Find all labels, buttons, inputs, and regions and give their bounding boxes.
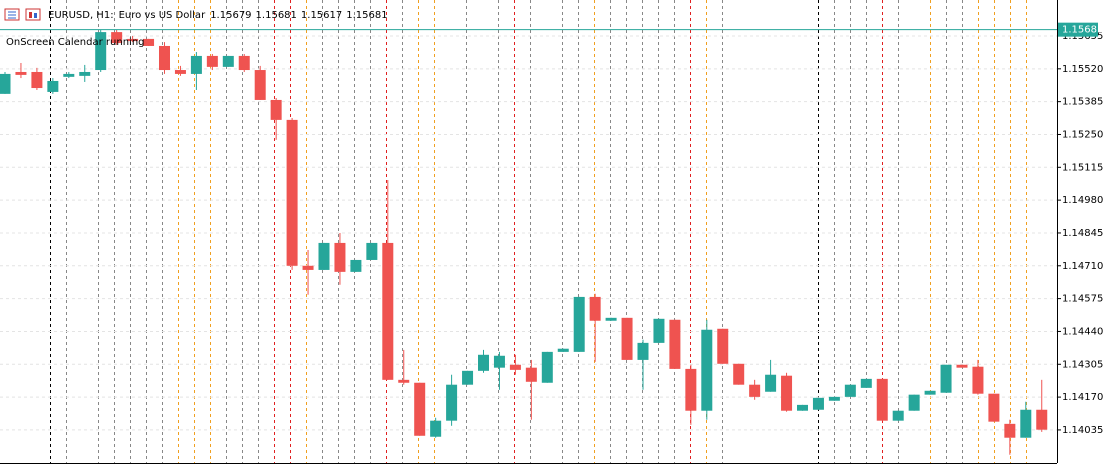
candle-body bbox=[446, 384, 458, 421]
candle-body bbox=[1020, 409, 1032, 438]
candle-body bbox=[557, 348, 569, 352]
candle-body bbox=[844, 384, 856, 397]
candles bbox=[0, 29, 1048, 455]
header-low: 1.15617 bbox=[301, 10, 342, 21]
candle-body bbox=[430, 420, 442, 437]
last-price-box bbox=[1058, 22, 1098, 37]
candle-body bbox=[493, 355, 505, 368]
candle-body bbox=[270, 99, 282, 120]
candle-body bbox=[174, 70, 186, 74]
candle-body bbox=[988, 393, 1000, 422]
icon-stroke bbox=[34, 13, 37, 18]
candle-body bbox=[509, 364, 521, 370]
header: EURUSD, H1: Euro vs US Dollar 1.15679 1.156… bbox=[48, 10, 388, 21]
header-open: 1.15679 bbox=[210, 10, 251, 21]
candle-body bbox=[940, 364, 952, 393]
candle-body bbox=[222, 55, 234, 67]
price-axis: 1.156551.155201.153851.152501.151151.149… bbox=[0, 22, 1103, 436]
candle-body bbox=[0, 73, 11, 94]
candle-body bbox=[541, 351, 553, 383]
candle-body bbox=[860, 378, 872, 388]
candle-body bbox=[1004, 423, 1016, 438]
candle-body bbox=[876, 378, 888, 421]
candle-body bbox=[701, 329, 713, 411]
candle-body bbox=[908, 394, 920, 411]
candle-body bbox=[143, 38, 155, 46]
candle-body bbox=[111, 32, 123, 44]
candle-body bbox=[190, 55, 202, 74]
icon-stroke bbox=[29, 12, 32, 18]
candle-body bbox=[781, 375, 793, 411]
y-tick-label: 1.14035 bbox=[1062, 425, 1103, 436]
candle-body bbox=[924, 390, 936, 395]
candle-body bbox=[765, 374, 777, 392]
candle-body bbox=[79, 71, 91, 76]
y-tick-label: 1.14170 bbox=[1062, 392, 1103, 403]
candle-body bbox=[972, 366, 984, 394]
candle-body bbox=[302, 265, 314, 270]
candle-body bbox=[31, 71, 43, 89]
y-tick-label: 1.14710 bbox=[1062, 261, 1103, 272]
candle-body bbox=[254, 70, 266, 100]
candle-body bbox=[573, 296, 585, 352]
candle-body bbox=[717, 328, 729, 364]
candle-body bbox=[15, 71, 27, 75]
candle-body bbox=[749, 384, 761, 397]
icon-chart bbox=[25, 8, 41, 21]
candle-body bbox=[525, 367, 537, 382]
candle-body bbox=[653, 318, 665, 343]
description: Euro vs US Dollar bbox=[119, 10, 207, 21]
y-tick-label: 1.14845 bbox=[1062, 228, 1103, 239]
annotation: OnScreen Calendar running bbox=[6, 37, 145, 48]
candle-body bbox=[382, 242, 394, 380]
candle-body bbox=[589, 296, 601, 321]
candle-body bbox=[398, 379, 410, 383]
y-tick-label: 1.14305 bbox=[1062, 359, 1103, 370]
y-tick-label: 1.14440 bbox=[1062, 326, 1103, 337]
candle-body bbox=[47, 80, 59, 92]
candle-body bbox=[637, 342, 649, 360]
grid bbox=[0, 35, 1057, 431]
y-tick-label: 1.15250 bbox=[1062, 129, 1103, 140]
candle-body bbox=[318, 242, 330, 270]
candle-body bbox=[669, 319, 681, 369]
candle-body bbox=[414, 382, 426, 436]
candle-body bbox=[478, 354, 489, 371]
candle-body bbox=[159, 45, 170, 71]
y-tick-label: 1.15385 bbox=[1062, 97, 1103, 108]
candle-body bbox=[334, 242, 346, 272]
symbol: EURUSD, H1: bbox=[48, 10, 114, 21]
candle-body bbox=[462, 370, 474, 385]
last-price-label: 1.15681 bbox=[1062, 25, 1103, 36]
candle-body bbox=[238, 55, 250, 71]
y-tick-label: 1.14575 bbox=[1062, 294, 1103, 305]
candle-body bbox=[63, 73, 75, 77]
header-high: 1.15681 bbox=[256, 10, 297, 21]
candle-body bbox=[812, 397, 824, 410]
candle-body bbox=[605, 317, 617, 321]
candle-body bbox=[956, 364, 968, 368]
candle-body bbox=[685, 368, 697, 411]
candle-body bbox=[127, 38, 139, 42]
candle-body bbox=[95, 32, 107, 71]
candle-body bbox=[1036, 409, 1048, 430]
candle-body bbox=[892, 410, 904, 421]
candle-body bbox=[621, 317, 633, 360]
candle-body bbox=[366, 242, 378, 260]
candle-body bbox=[206, 55, 218, 67]
candle-body bbox=[797, 404, 808, 411]
header-icons bbox=[4, 8, 41, 21]
candle-body bbox=[733, 363, 745, 385]
y-tick-label: 1.14980 bbox=[1062, 195, 1103, 206]
y-tick-label: 1.15520 bbox=[1062, 64, 1103, 75]
candle-body bbox=[350, 259, 362, 272]
candle-body bbox=[828, 396, 840, 401]
y-tick-label: 1.15115 bbox=[1062, 162, 1103, 173]
candle-body bbox=[286, 119, 298, 266]
header-close: 1.15681 bbox=[346, 10, 387, 21]
